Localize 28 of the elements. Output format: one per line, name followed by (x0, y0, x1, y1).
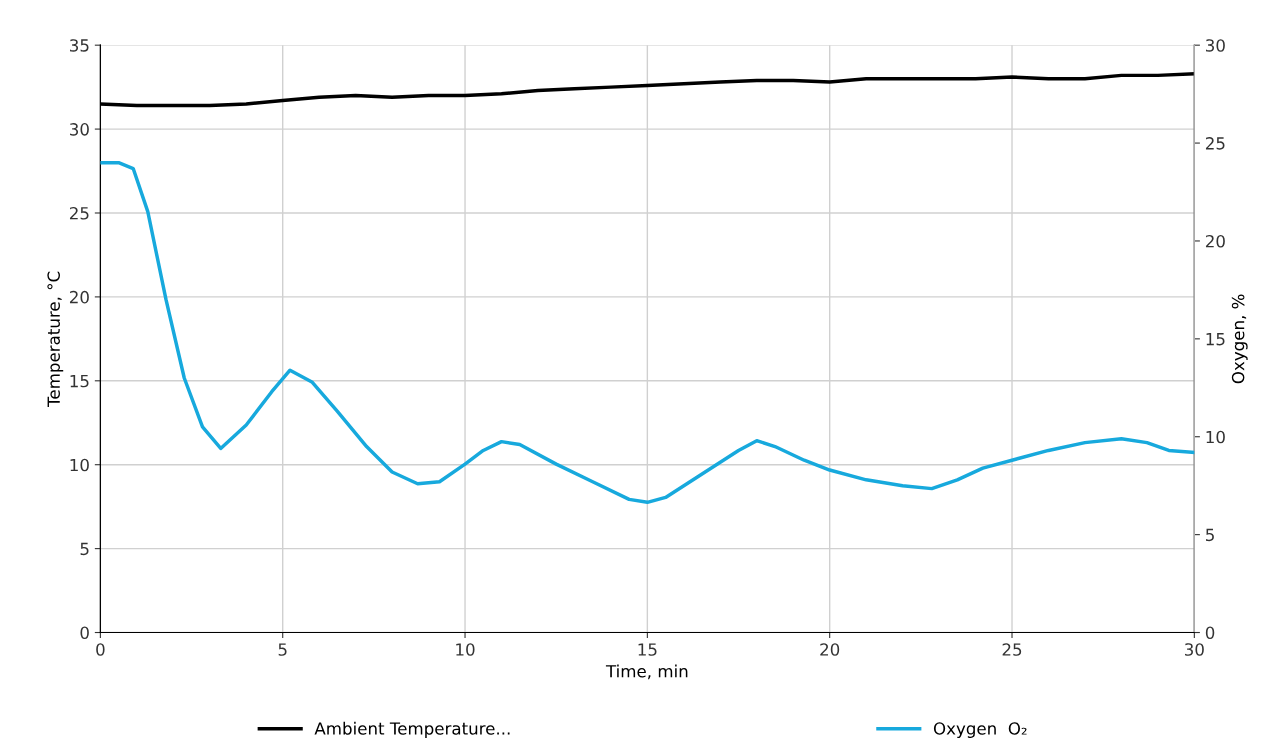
y-tick-label: 0 (80, 626, 89, 640)
line-series (100, 160, 1195, 505)
x-tick-label: 5 (278, 643, 287, 656)
y-tick-label: 10 (70, 458, 89, 472)
y2-tick-label: 0 (1205, 626, 1215, 640)
y-axis-title: Temperature, °C (47, 271, 64, 407)
y-tick-label: 25 (69, 206, 89, 220)
x-tick-label: 30 (1185, 643, 1204, 656)
y2-tick-label: 15 (1206, 333, 1225, 346)
y-tick-label: 20 (69, 290, 89, 304)
x-tick-label: 10 (456, 643, 475, 656)
y-tick-label: 30 (70, 123, 89, 136)
legend-label: Oxygen O₂ (933, 722, 1027, 738)
x-tick-label: 25 (1002, 643, 1022, 656)
y-tick-label: 15 (70, 374, 89, 388)
x-tick-label: 0 (96, 643, 105, 656)
x-tick-label: 15 (638, 643, 657, 656)
y2-tick-label: 25 (1205, 137, 1225, 150)
y-tick-label: 5 (80, 542, 89, 556)
y2-tick-label: 30 (1206, 39, 1225, 52)
y2-axis-title: Oxygen, % (1231, 294, 1248, 384)
y-tick-label: 35 (70, 39, 89, 52)
x-tick-label: 20 (820, 643, 840, 656)
x-axis-title: Time, min (605, 664, 688, 680)
y2-tick-label: 5 (1206, 528, 1214, 542)
legend-label: Ambient Temperature... (314, 721, 510, 738)
y2-tick-label: 20 (1205, 234, 1225, 248)
y2-tick-label: 10 (1206, 430, 1225, 444)
